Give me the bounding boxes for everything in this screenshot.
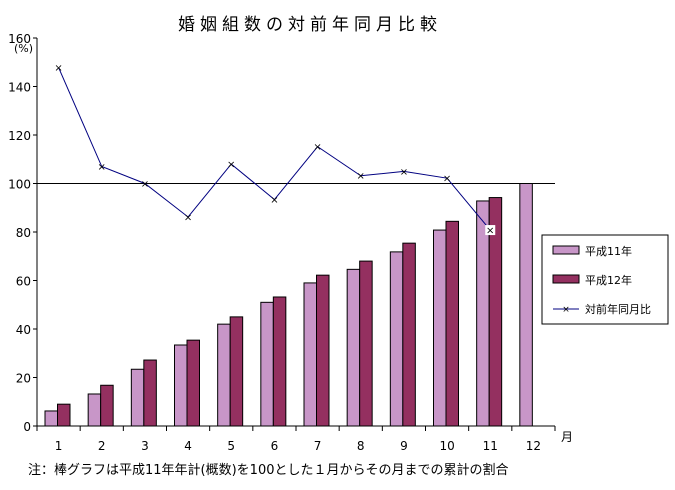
bar-h11 xyxy=(303,282,317,427)
legend-label-ratio: 対前年同月比 xyxy=(585,302,651,316)
y-axis-label: (%) xyxy=(14,42,33,55)
line-marker: × xyxy=(54,63,62,74)
bar-h12 xyxy=(445,220,459,427)
x-tick-label: 12 xyxy=(526,439,541,453)
legend-marker-ratio: × xyxy=(562,305,570,315)
bar-h12 xyxy=(316,274,330,427)
x-tick-label: 5 xyxy=(227,439,235,453)
chart-title: 婚姻組数の対前年同月比較 xyxy=(178,15,442,35)
line-marker: × xyxy=(270,195,278,206)
legend-swatch-h11 xyxy=(552,245,580,255)
x-tick-label: 3 xyxy=(141,439,149,453)
y-tick-label: 40 xyxy=(16,323,31,337)
line-marker: × xyxy=(357,171,365,182)
x-tick-label: 8 xyxy=(357,439,365,453)
bar-h11 xyxy=(174,344,188,427)
x-tick-label: 9 xyxy=(400,439,408,453)
x-tick-label: 6 xyxy=(271,439,279,453)
bar-h11 xyxy=(130,368,145,427)
bar-h11 xyxy=(519,183,533,427)
x-tick-label: 11 xyxy=(483,439,498,453)
bar-h12 xyxy=(186,339,200,427)
legend: 平成11年 平成12年 × 対前年同月比 xyxy=(541,234,669,325)
chart-note: 注：棒グラフは平成11年年計(概数)を100とした１月からその月までの累計の割合 xyxy=(28,462,509,478)
bar-h12 xyxy=(229,316,244,427)
y-tick-label: 100 xyxy=(8,178,31,192)
line-marker: × xyxy=(400,167,408,178)
y-tick-label: 20 xyxy=(16,372,31,386)
y-tick-label: 120 xyxy=(8,129,31,143)
y-tick-label: 80 xyxy=(16,226,31,240)
y-tick-label: 160 xyxy=(8,32,31,46)
x-tick-label: 2 xyxy=(98,439,106,453)
bar-h11 xyxy=(389,251,404,427)
bar-h11 xyxy=(433,229,447,427)
x-tick-label: 10 xyxy=(439,439,454,453)
y-tick-label: 140 xyxy=(8,81,31,95)
bar-h11 xyxy=(87,393,102,427)
line-marker: × xyxy=(313,142,321,153)
line-marker: × xyxy=(227,160,235,171)
y-tick-label: 0 xyxy=(23,420,31,434)
x-tick-label: 7 xyxy=(314,439,322,453)
bar-h12 xyxy=(272,296,287,427)
bar-h11 xyxy=(260,301,274,427)
bar-h12 xyxy=(57,403,71,427)
x-axis-label: 月 xyxy=(561,430,573,444)
line-marker: × xyxy=(98,162,106,173)
x-tick-label: 4 xyxy=(184,439,192,453)
bar-h12 xyxy=(402,242,416,427)
line-marker: × xyxy=(486,226,494,237)
line-ratio xyxy=(58,67,491,231)
bar-h12 xyxy=(143,359,157,427)
bar-h11 xyxy=(346,268,361,427)
line-marker: × xyxy=(443,174,451,185)
bar-h12 xyxy=(359,260,373,427)
legend-label-h11: 平成11年 xyxy=(585,244,632,258)
legend-label-h12: 平成12年 xyxy=(585,273,632,287)
x-tick-label: 1 xyxy=(55,439,63,453)
line-marker: × xyxy=(184,212,192,223)
y-tick-label: 60 xyxy=(16,275,31,289)
bar-h11 xyxy=(217,323,231,427)
bar-h12 xyxy=(100,384,114,427)
marker-highlight xyxy=(485,225,496,236)
legend-swatch-h12 xyxy=(552,274,580,284)
line-marker: × xyxy=(141,179,149,190)
bar-h11 xyxy=(44,410,58,427)
